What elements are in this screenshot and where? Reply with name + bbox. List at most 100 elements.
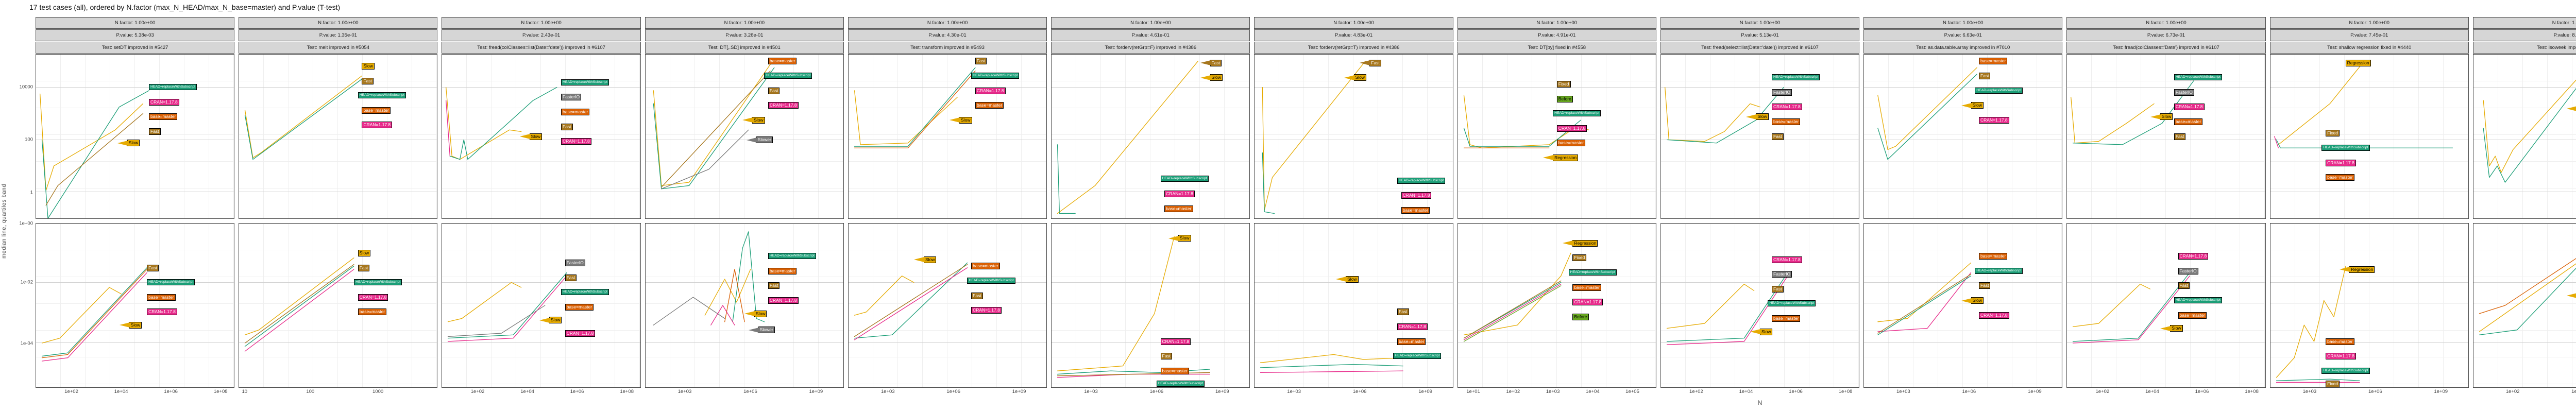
x-tick-label: 1e+04 xyxy=(2571,389,2576,394)
annotation-Fast: Fast xyxy=(975,58,987,65)
annotation-HEAD=replaceWithSubscript: HEAD=replaceWithSubscript xyxy=(1772,74,1820,81)
annotation-Slow: Slow xyxy=(1168,235,1191,242)
annotation-HEAD=replaceWithSubscript: HEAD=replaceWithSubscript xyxy=(764,72,812,79)
series-plot xyxy=(1052,224,1249,387)
annotation-base=master: base=master xyxy=(565,303,594,311)
series-line-CRAN=1.17.8 xyxy=(448,276,567,341)
annotation-CRAN=1.17.8: CRAN=1.17.8 xyxy=(1572,299,1603,306)
annotation-Fast: Fast xyxy=(768,87,780,94)
y-tick-label: 10000 xyxy=(19,84,33,90)
series-line-HEAD=replaceWithSubscript xyxy=(653,67,774,188)
annotation-Fixed: Fixed xyxy=(2326,130,2340,137)
annotation-Slow: Slow xyxy=(1335,276,1359,283)
series-line-base=master xyxy=(42,269,147,358)
series-line-CRAN=1.17.8 xyxy=(1261,371,1403,372)
annotation-CRAN=1.17.8: CRAN=1.17.8 xyxy=(1401,192,1432,199)
annotation-Fast: Fast xyxy=(358,264,370,271)
facet-strip-nfactor: N.factor: 1.00e+00 xyxy=(1660,17,1860,29)
annotation-Slow: Slow xyxy=(1750,328,1773,335)
series-line-Slow xyxy=(1058,61,1198,214)
annotation-Regression: Regression xyxy=(1563,239,1598,247)
panel-bottom: Slow base=master HEAD=replaceWithSubscript… xyxy=(848,223,1047,388)
series-line-HEAD=replaceWithSubscript xyxy=(2479,260,2576,335)
facet-column-3: N.factor: 1.00e+00 P.value: 2.43e-01 Test:… xyxy=(442,17,641,396)
annotation-base=master: base=master xyxy=(1978,58,2008,65)
annotation-CRAN=1.17.8: CRAN=1.17.8 xyxy=(1772,256,1802,263)
facet-strip-nfactor: N.factor: 1.00e+00 xyxy=(848,17,1047,29)
annotation-HEAD=replaceWithSubscript: HEAD=replaceWithSubscript xyxy=(967,277,1015,284)
x-tick-label: 1e+03 xyxy=(2302,389,2317,394)
series-line-HEAD=replaceWithSubscript xyxy=(1058,145,1076,214)
facet-strip-test: Test: isoweek improved in #7144 xyxy=(2472,42,2576,54)
annotation-Slow: Slow xyxy=(742,116,765,124)
annotation-Before: Before xyxy=(1572,313,1589,320)
series-line-Fast xyxy=(661,71,770,187)
annotation-base=master: base=master xyxy=(362,107,391,114)
facet-strip-test: Test: forderv(retGrp=F) improved in #438… xyxy=(1051,42,1250,54)
annotation-HEAD=replaceWithSubscript: HEAD=replaceWithSubscript xyxy=(2321,144,2370,151)
x-tick-label: 1e+08 xyxy=(620,389,634,394)
panel-bottom: HEAD=replaceWithSubscriptFastbase=master… xyxy=(2472,223,2576,388)
annotation-HEAD=replaceWithSubscript: HEAD=replaceWithSubscript xyxy=(354,279,402,286)
annotation-Slow: Slow xyxy=(744,310,767,317)
annotation-base=master: base=master xyxy=(2326,338,2354,345)
panel-bottom: Regression Fixed HEAD=replaceWithSubscript… xyxy=(1457,223,1656,388)
x-axis-ticks: 1e+03 1e+06 1e+09 xyxy=(848,388,1047,396)
x-tick-label: 1e+03 xyxy=(1896,389,1910,394)
annotation-CRAN=1.17.8: CRAN=1.17.8 xyxy=(1978,312,2009,319)
annotation-base=master: base=master xyxy=(1978,253,2008,260)
annotation-Slow: Slow xyxy=(913,256,937,263)
annotation-base=master: base=master xyxy=(1401,207,1430,214)
annotation-base=master: base=master xyxy=(1160,367,1189,374)
x-tick-label: 1e+04 xyxy=(114,389,128,394)
series-line-HEAD=replaceWithSubscript xyxy=(854,67,975,146)
series-line-Slow xyxy=(245,258,354,335)
series-line-HEAD=replaceWithSubscript xyxy=(1464,120,1581,146)
panel-bottom: Slow Fast HEAD=replaceWithSubscript CRAN=1.… xyxy=(239,223,438,388)
series-line-HEAD=replaceWithSubscript xyxy=(1263,153,1275,214)
series-plot xyxy=(36,224,234,387)
x-tick-label: 1e+04 xyxy=(1585,389,1600,394)
series-line-CRAN=1.17.8 xyxy=(2274,136,2278,148)
series-line-Slow xyxy=(1878,67,1977,149)
annotation-Regression: Regression xyxy=(2340,266,2375,273)
annotation-Slower: Slower xyxy=(748,327,775,334)
series-line-Fast xyxy=(1878,274,1971,333)
x-tick-label: 1000 xyxy=(372,389,384,394)
annotation-CRAN=1.17.8: CRAN=1.17.8 xyxy=(362,122,393,129)
x-tick-label: 1e+02 xyxy=(470,389,485,394)
annotation-CRAN=1.17.8: CRAN=1.17.8 xyxy=(1164,190,1195,197)
annotation-Slow: Slow xyxy=(1344,74,1366,81)
annotation-CRAN=1.17.8: CRAN=1.17.8 xyxy=(1556,125,1587,132)
annotation-Slower: Slower xyxy=(746,136,773,143)
annotation-base=master: base=master xyxy=(971,263,1000,270)
series-line-HEAD=replaceWithSubscript xyxy=(245,266,354,347)
facet-strip-nfactor: N.factor: 1.00e+00 xyxy=(2269,17,2469,29)
x-tick-label: 1e+06 xyxy=(2368,389,2382,394)
facet-strip-pvalue: P.value: 4.83e-01 xyxy=(1254,29,1453,41)
annotation-CRAN=1.17.8: CRAN=1.17.8 xyxy=(2174,104,2205,111)
facet-column-7: N.factor: 1.00e+00 P.value: 4.83e-01 Test:… xyxy=(1254,17,1453,396)
facet-strip-pvalue: P.value: 3.26e-01 xyxy=(645,29,844,41)
annotation-HEAD=replaceWithSubscript: HEAD=replaceWithSubscript xyxy=(1397,177,1446,184)
facet-strip-test: Test: fread(colClasses=list(Date='date')… xyxy=(442,42,641,54)
x-tick-label: 1e+02 xyxy=(2505,389,2520,394)
annotation-base=master: base=master xyxy=(1164,205,1193,212)
annotation-CRAN=1.17.8: CRAN=1.17.8 xyxy=(147,308,177,316)
series-line-HEAD=replaceWithSubscript xyxy=(2073,272,2190,341)
facet-column-9: N.factor: 1.00e+00 P.value: 5.13e-01 Test:… xyxy=(1660,17,1860,396)
series-plot xyxy=(1458,224,1656,387)
x-tick-label: 1e+09 xyxy=(2434,389,2448,394)
series-plot xyxy=(2067,55,2265,218)
facet-strip-pvalue: P.value: 4.91e-01 xyxy=(1457,29,1656,41)
facet-column-8: N.factor: 1.00e+00 P.value: 4.91e-01 Test:… xyxy=(1457,17,1656,396)
series-line-Slow xyxy=(2483,71,2576,173)
annotation-Regression: Regression xyxy=(2345,59,2371,66)
series-line-CRAN=1.17.8 xyxy=(1878,272,1971,331)
series-plot xyxy=(2270,55,2468,218)
series-line-HEAD=replaceWithSubscript xyxy=(450,88,557,160)
annotation-CRAN=1.17.8: CRAN=1.17.8 xyxy=(975,87,1006,94)
annotation-Fast: Fast xyxy=(362,77,374,84)
